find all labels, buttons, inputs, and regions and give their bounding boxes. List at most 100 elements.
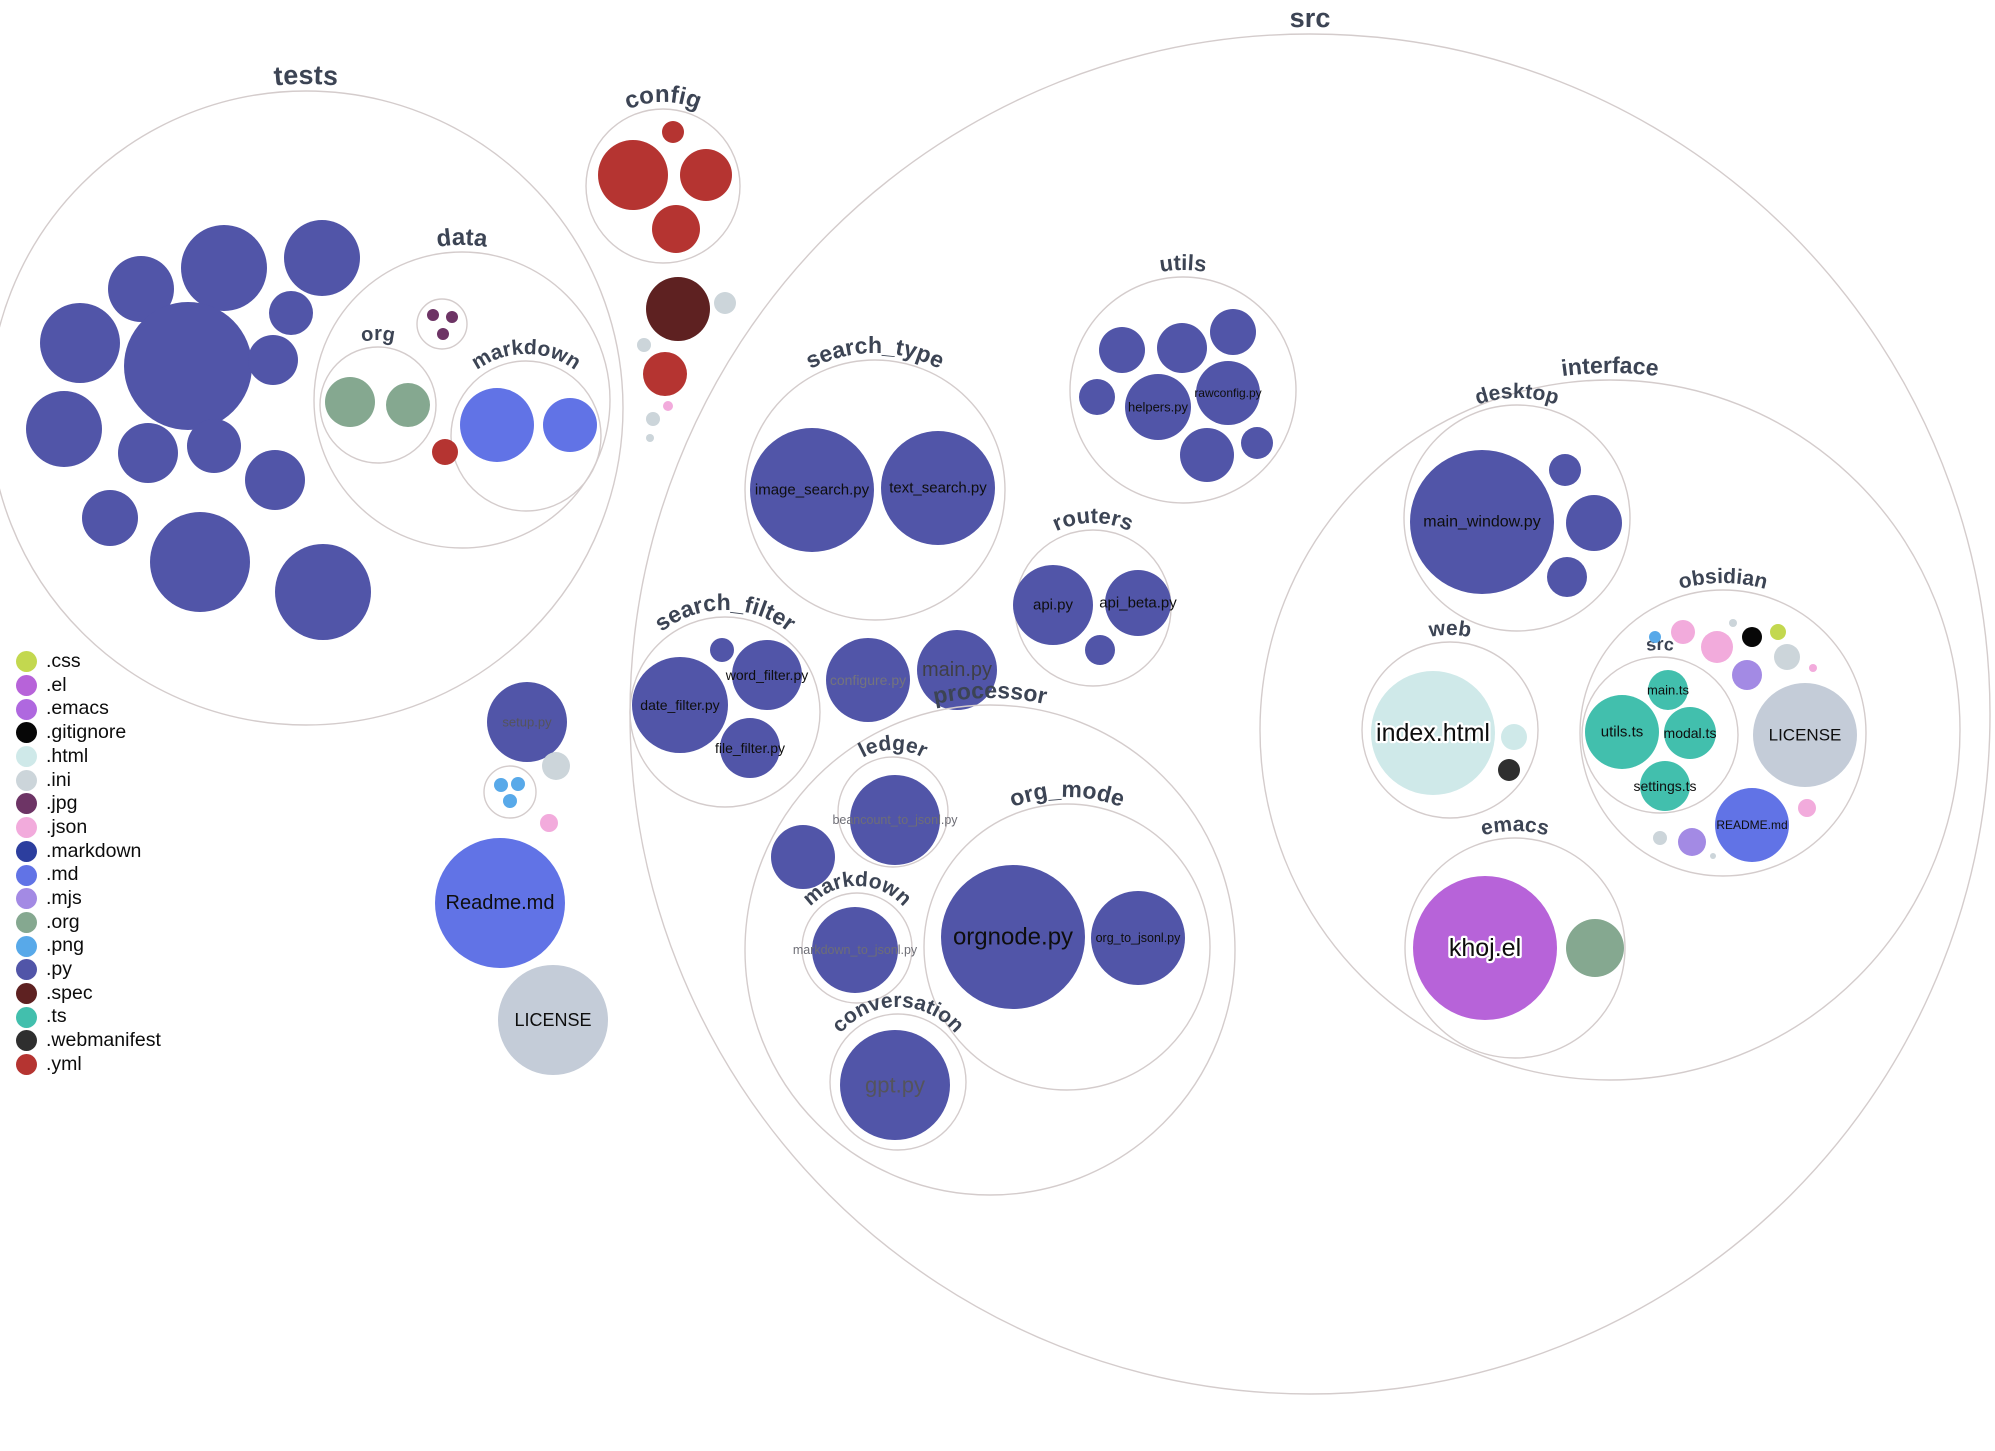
dir-org-label: org <box>359 323 396 347</box>
file-py-circle <box>245 450 305 510</box>
file-helpers.py-circle <box>1125 374 1191 440</box>
dir-search_filter-circle <box>629 616 821 808</box>
file-py-circle <box>1157 323 1207 373</box>
file-yml-circle <box>652 205 700 253</box>
dir-conversation-label: conversation <box>828 989 969 1037</box>
file-py-circle <box>108 256 174 322</box>
legend-item-.md: .md <box>16 863 161 887</box>
file-word_filter.py-circle <box>732 640 802 710</box>
legend-item-.jpg: .jpg <box>16 792 161 816</box>
file-ini-circle <box>1729 619 1737 627</box>
legend-swatch-.json <box>16 817 37 839</box>
dir-obsidian-circle <box>1579 589 1867 877</box>
file-Readme.md-circle <box>435 838 565 968</box>
dir-emacs-circle <box>1404 837 1626 1059</box>
file-py-circle <box>181 225 267 311</box>
file-text_search.py-circle <box>881 431 995 545</box>
dir-ledger-circle <box>837 756 949 868</box>
file-main.py-circle <box>917 630 997 710</box>
file-README.md-label: README.md <box>1716 818 1787 832</box>
legend-label-.spec: .spec <box>46 981 93 1004</box>
file-json-circle <box>663 401 673 411</box>
file-LICENSE-label: LICENSE <box>514 1010 591 1030</box>
file-py-circle <box>1099 327 1145 373</box>
file-orgnode.py-circle <box>941 865 1085 1009</box>
file-image_search.py-circle <box>750 428 874 552</box>
dir-interface-label-arc <box>1253 373 1967 730</box>
file-README.md-circle <box>1715 788 1789 862</box>
file-helpers.py-label: helpers.py <box>1128 400 1188 415</box>
dir-tests-circle <box>0 90 624 726</box>
legend-item-.py: .py <box>16 958 161 982</box>
legend-item-.mjs: .mjs <box>16 887 161 911</box>
file-png-circle <box>494 778 508 792</box>
file-LICENSE-circle <box>1753 683 1857 787</box>
dir-unnamed-circle <box>416 298 468 350</box>
dir-conversation-circle <box>829 1013 967 1151</box>
file-py-circle <box>771 825 835 889</box>
legend-item-.markdown: .markdown <box>16 840 161 864</box>
file-py-circle <box>275 544 371 640</box>
dir-routers-label: routers <box>1049 503 1138 536</box>
file-gitignore-circle <box>1742 627 1762 647</box>
file-configure.py-circle <box>826 638 910 722</box>
file-md-circle <box>460 388 534 462</box>
file-api.py-circle <box>1013 565 1093 645</box>
file-LICENSE-label: LICENSE <box>1769 726 1842 745</box>
legend-label-.py: .py <box>46 958 73 981</box>
file-py-circle <box>82 490 138 546</box>
file-mjs-circle <box>1732 660 1762 690</box>
dir-org_mode-circle <box>923 803 1211 1091</box>
file-khoj.el-label: khoj.el <box>1449 934 1521 962</box>
legend-swatch-.ini <box>16 769 37 791</box>
legend-label-.mjs: .mjs <box>46 886 82 909</box>
file-api_beta.py-circle <box>1105 570 1171 636</box>
dir-markdown-label: markdown <box>468 336 585 375</box>
file-py-circle <box>284 220 360 296</box>
file-word_filter.py-label: word_filter.py <box>725 667 808 683</box>
dir-web-circle <box>1361 641 1539 819</box>
legend-swatch-.jpg <box>16 793 37 815</box>
file-py-circle <box>118 423 178 483</box>
legend-swatch-.md <box>16 864 37 886</box>
file-extension-legend: .css .el .emacs .gitignore .html .ini .jpg .jso… <box>16 650 161 1076</box>
legend-item-.yml: .yml <box>16 1053 161 1077</box>
legend-item-.png: .png <box>16 934 161 958</box>
file-ini-circle <box>646 434 654 442</box>
file-py-circle <box>1566 495 1622 551</box>
file-py-circle <box>124 302 252 430</box>
file-org_to_jsonl.py-circle <box>1091 891 1185 985</box>
file-file_filter.py-label: file_filter.py <box>715 740 785 756</box>
legend-label-.html: .html <box>46 744 89 767</box>
dir-utils-circle <box>1069 276 1297 504</box>
legend-label-.png: .png <box>46 934 84 957</box>
dir-config-label: config <box>621 81 705 115</box>
file-yml-circle <box>432 439 458 465</box>
file-mjs-circle <box>1678 828 1706 856</box>
legend-swatch-.png <box>16 935 37 957</box>
file-beancount_to_jsonl.py-circle <box>850 775 940 865</box>
file-json-circle <box>1809 664 1817 672</box>
legend-label-.json: .json <box>46 815 88 838</box>
file-py-circle <box>1180 428 1234 482</box>
file-ini-circle <box>542 752 570 780</box>
file-setup.py-label: setup.py <box>502 715 552 730</box>
file-md-circle <box>543 398 597 452</box>
legend-item-.webmanifest: .webmanifest <box>16 1029 161 1053</box>
file-markdown_to_jsonl.py-circle <box>812 907 898 993</box>
dir-search_type-label: search_type <box>801 332 948 374</box>
file-py-circle <box>1085 635 1115 665</box>
dir-data-label: data <box>435 224 490 253</box>
legend-swatch-.markdown <box>16 840 37 862</box>
file-py-circle <box>1549 454 1581 486</box>
file-orgnode.py-label: orgnode.py <box>953 924 1073 951</box>
file-webmanifest-circle <box>1498 759 1520 781</box>
file-modal.ts-label: modal.ts <box>1664 725 1717 741</box>
dir-src-label: src <box>1289 3 1330 33</box>
file-khoj.el-circle <box>1413 876 1557 1020</box>
file-json-circle <box>540 814 558 832</box>
file-py-circle <box>40 303 120 383</box>
file-file_filter.py-circle <box>720 718 780 778</box>
file-png-circle <box>503 794 517 808</box>
